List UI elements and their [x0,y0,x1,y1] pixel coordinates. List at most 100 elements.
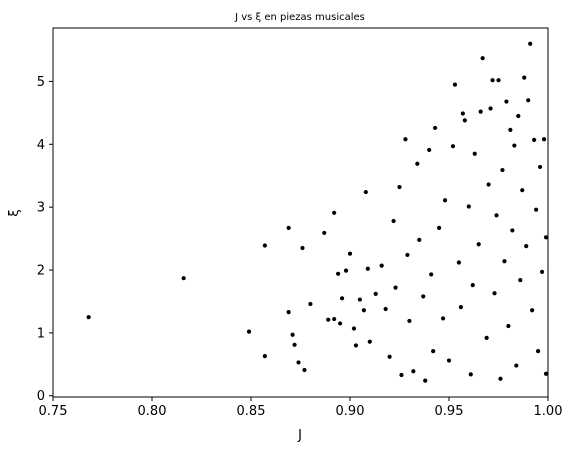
data-point [484,335,489,341]
data-point [532,137,537,142]
data-point [543,235,549,240]
data-point [492,291,497,296]
data-point [516,113,521,119]
y-axis-label: ξ [7,209,22,216]
data-point [456,260,461,265]
data-point [336,271,341,276]
data-point [528,41,533,46]
data-point [488,106,493,111]
data-point [391,218,396,224]
x-axis-label: J [297,428,302,443]
data-point [486,182,491,187]
y-tick-label: 3 [37,201,45,216]
data-point [332,210,337,215]
data-point [322,230,327,236]
data-point [433,125,438,131]
data-point [494,213,499,218]
data-point [181,276,186,281]
data-point [537,164,543,170]
data-point [466,204,471,209]
data-point [262,243,267,248]
data-point [397,184,402,190]
data-point [353,343,359,348]
data-point [332,316,337,322]
data-point [308,301,313,307]
x-tick-label: 0.90 [336,404,365,419]
data-point [530,308,535,313]
data-point [357,297,362,302]
data-point [504,99,509,104]
chart-title: J vs ξ en piezas musicales [234,12,365,23]
y-tick-label: 1 [37,326,45,341]
data-point [468,372,473,377]
data-point [421,294,426,299]
data-point [338,321,343,326]
data-point [423,378,428,383]
data-point [351,326,357,331]
data-point [490,78,495,83]
data-point [520,188,525,193]
data-point [427,147,432,153]
data-point [512,143,517,148]
data-point [296,360,301,365]
data-point [411,369,416,374]
data-point [399,372,404,378]
axis-ticks: 0.75 0.80 0.85 0.90 0.95 1.00 0 1 2 3 4 5 [37,75,563,419]
y-tick-label: 5 [37,75,45,90]
data-point [367,339,372,344]
data-point [514,363,519,368]
data-point [361,308,366,313]
data-point [462,118,467,123]
data-point [302,367,307,373]
data-point [363,189,368,195]
data-point [536,349,541,354]
data-point [403,137,408,142]
data-point [446,358,452,363]
data-point [437,225,442,230]
data-point [496,78,501,83]
data-point [286,225,291,230]
data-point [510,228,515,233]
data-point [300,245,305,251]
data-point [326,317,331,322]
data-point [480,56,485,61]
data-point [286,310,291,315]
data-point [506,323,511,329]
x-tick-label: 0.95 [435,404,464,419]
data-point [524,244,529,249]
data-point [292,342,297,347]
data-point [393,285,398,290]
data-point [450,144,456,149]
y-tick-label: 4 [37,138,45,153]
data-point [415,161,420,166]
data-point [458,305,463,310]
data-point [478,109,483,114]
data-point [339,296,345,301]
data-point [246,329,252,334]
data-point [387,354,392,359]
data-point [541,137,547,142]
data-point [431,349,436,354]
plot-area-frame [52,27,549,398]
data-point [498,376,503,381]
data-point [262,354,267,359]
data-point [508,127,513,132]
data-point [290,332,295,337]
data-point [405,252,410,258]
data-point [476,242,481,247]
y-tick-label: 0 [37,389,45,404]
data-point [543,371,549,376]
scatter-points [86,41,549,383]
data-point [429,272,434,277]
data-point [86,315,91,320]
data-point [502,259,507,264]
data-point [442,198,448,203]
x-tick-label: 0.85 [237,404,266,419]
data-point [472,151,477,156]
data-point [365,266,370,271]
data-point [470,283,475,288]
data-point [347,251,353,256]
y-tick-label: 2 [37,264,45,279]
data-point [500,167,505,173]
data-point [440,316,446,321]
